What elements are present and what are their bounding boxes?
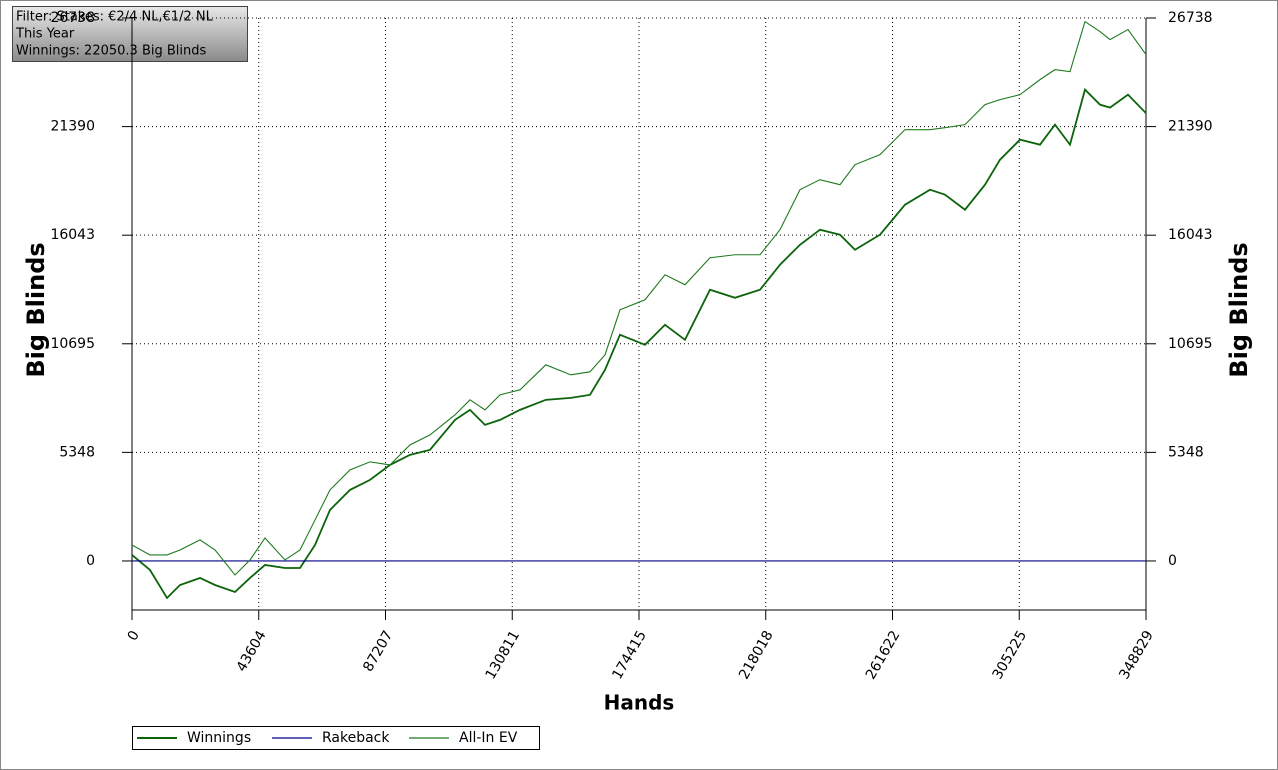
y2-tick-label: 21390 [1168,119,1213,135]
y2-tick-label: 26738 [1168,10,1213,26]
y-tick-label: 5348 [59,444,95,460]
filter-text: Winnings: 22050.3 Big Blinds [16,44,206,59]
y-tick-label: 26738 [50,10,95,26]
y-tick-label: 0 [86,553,95,569]
legend [132,726,540,750]
y2-tick-label: 10695 [1168,336,1213,352]
y2-tick-label: 5348 [1168,444,1204,460]
x-axis-label: Hands [604,691,675,715]
legend-label: Winnings [187,730,251,746]
y-tick-label: 10695 [50,336,95,352]
series-line [131,87,1147,600]
y-tick-label: 21390 [50,119,95,135]
legend-label: All-In EV [459,730,518,746]
filter-text: Filter: Stakes: €2/4 NL,€1/2 NL [16,10,214,25]
filter-text: This Year [15,27,75,42]
y-axis-label: Big Blinds [22,242,50,377]
y-tick-label: 16043 [50,227,95,243]
y2-axis-label: Big Blinds [1225,242,1253,377]
legend-label: Rakeback [322,730,390,746]
series-line [131,20,1147,576]
y2-tick-label: 0 [1168,553,1177,569]
filter-box [12,6,248,62]
y2-tick-label: 16043 [1168,227,1213,243]
